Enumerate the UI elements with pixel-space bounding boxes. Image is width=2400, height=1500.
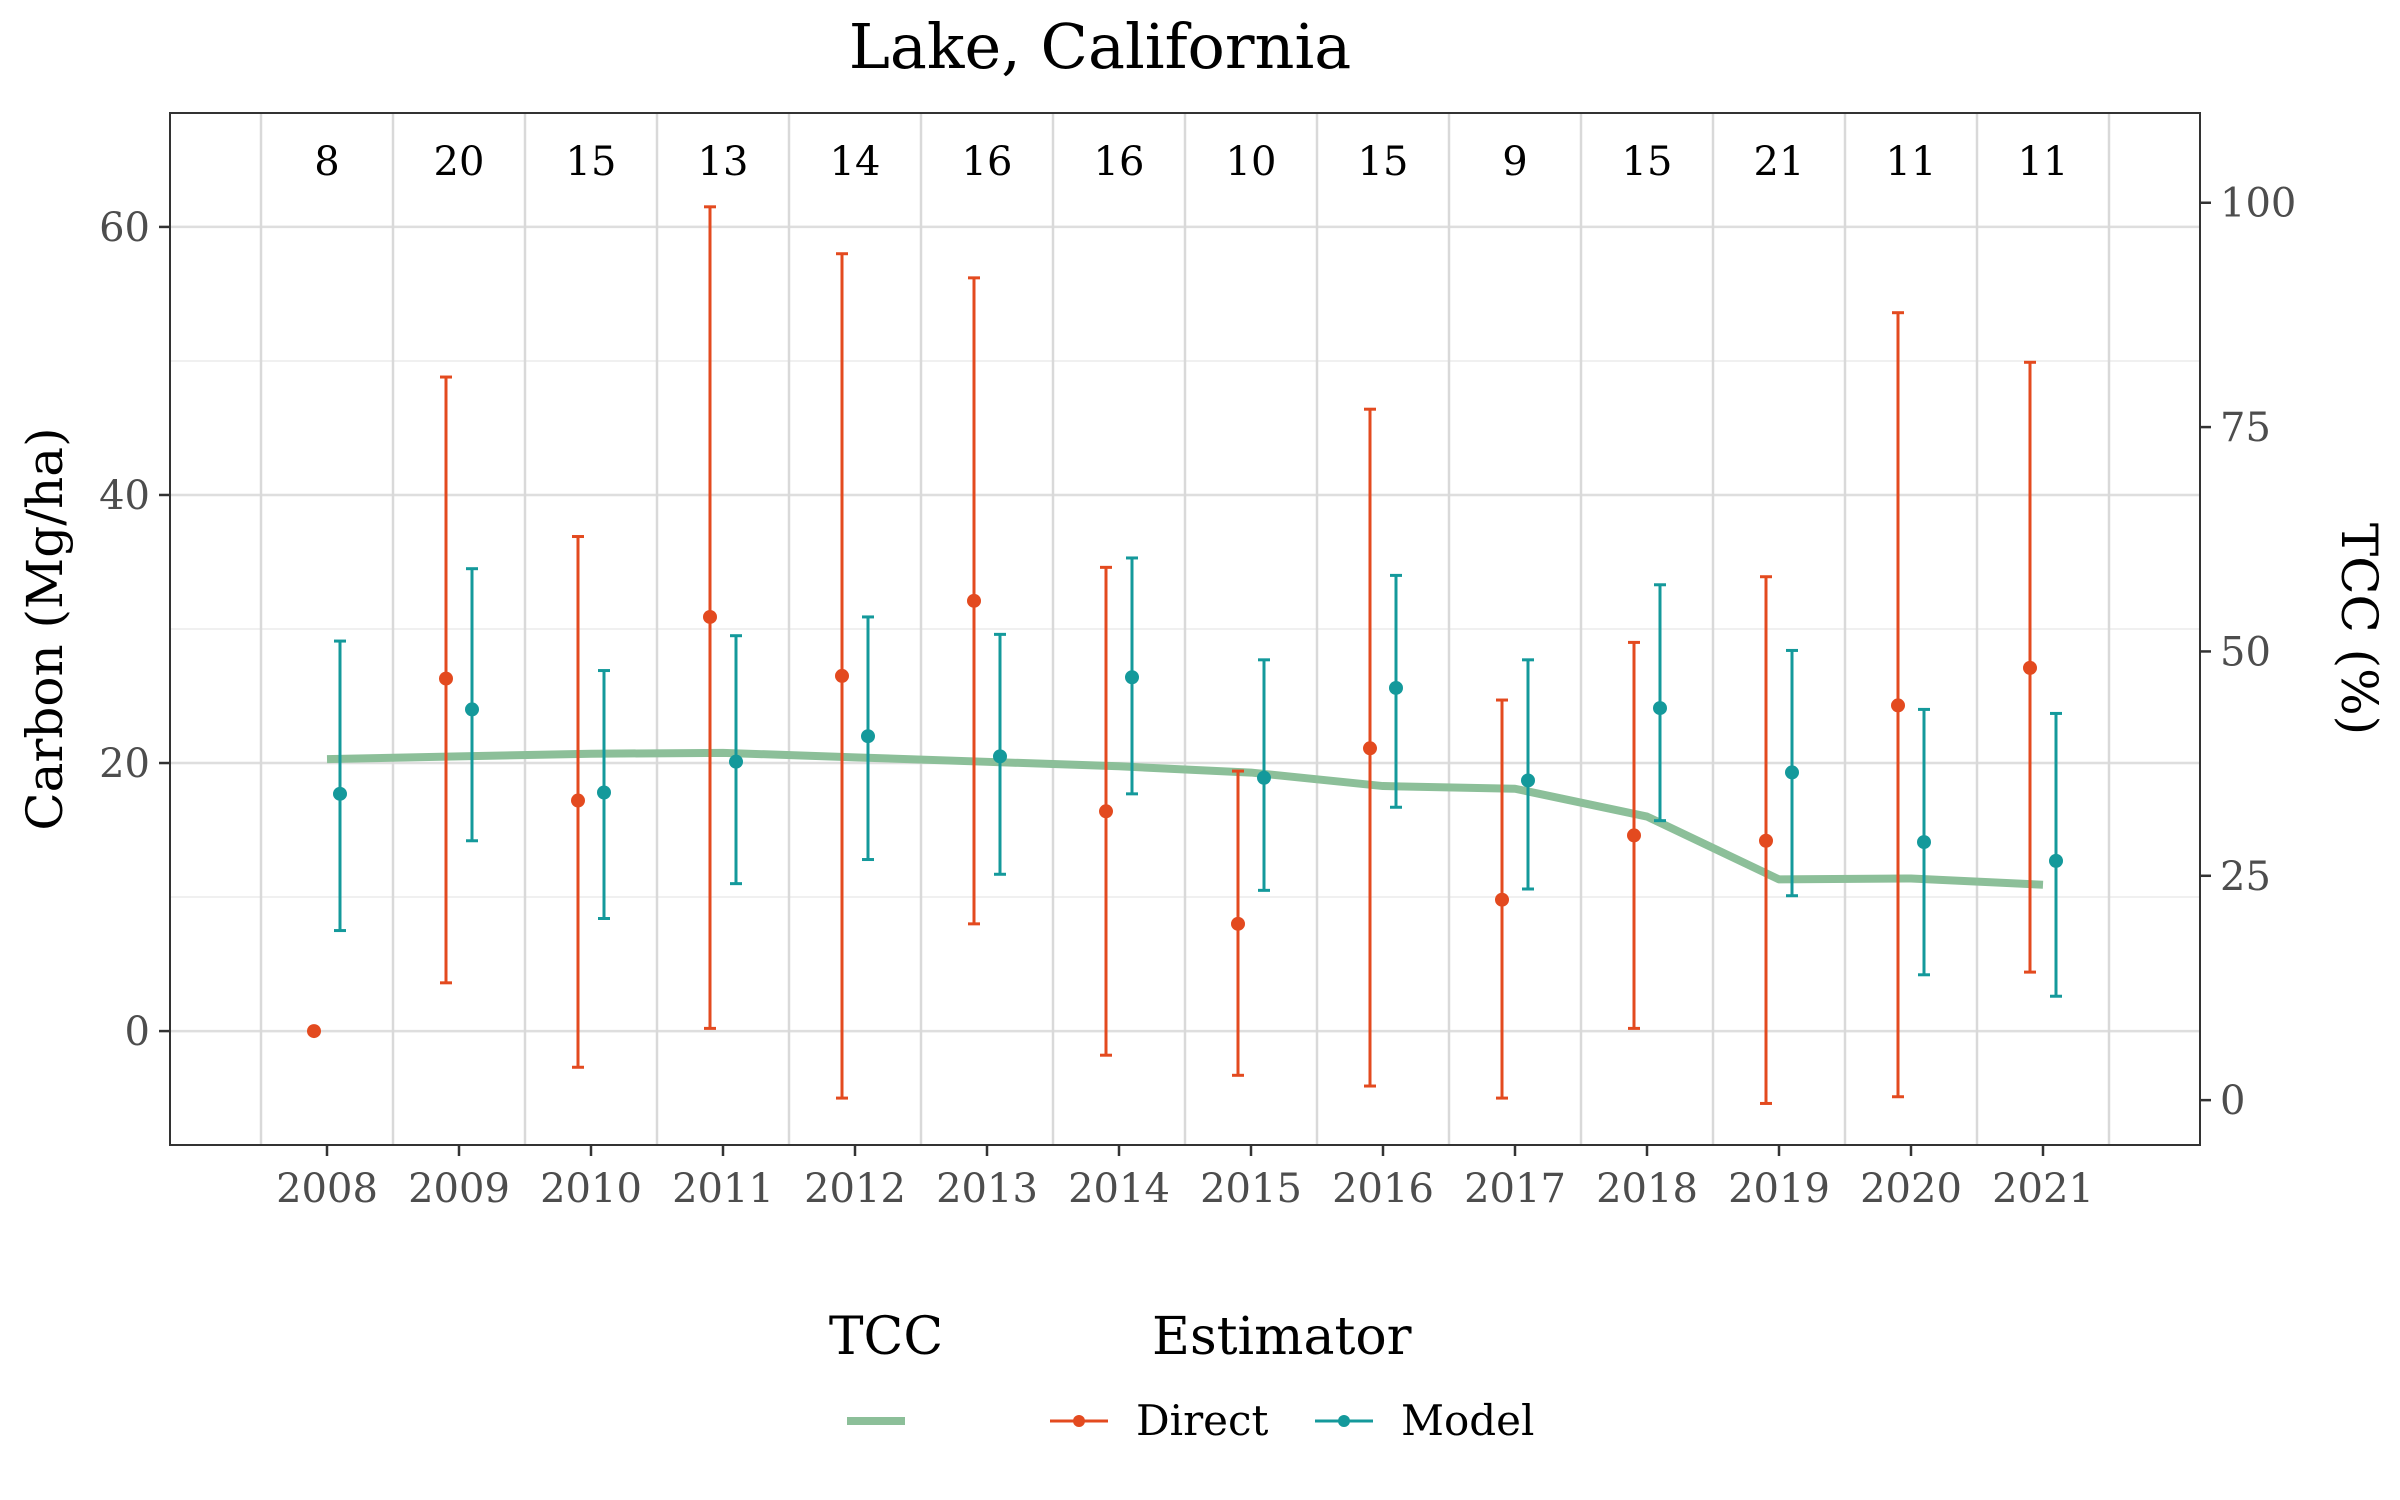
direct-point	[1759, 833, 1773, 848]
x-axis-tick-label: 2013	[936, 1166, 1038, 1212]
sample-count-label: 9	[1502, 139, 1527, 185]
chart-title: Lake, California	[849, 10, 1352, 83]
grid-lines	[170, 113, 2200, 1145]
x-axis-tick-label: 2018	[1596, 1166, 1698, 1212]
model-point	[1125, 670, 1139, 685]
sample-count-label: 15	[1622, 139, 1673, 185]
y-axis-title: Carbon (Mg/ha)	[16, 427, 74, 830]
sample-count-label: 15	[566, 139, 617, 185]
direct-point	[1363, 741, 1377, 756]
legend-model-label: Model	[1401, 1396, 1534, 1445]
direct-point	[703, 609, 717, 624]
direct-point	[439, 671, 453, 686]
sample-count-label: 10	[1226, 139, 1277, 185]
sample-count-label: 14	[830, 139, 881, 185]
sample-count-label: 16	[962, 139, 1013, 185]
legend-model-key	[1315, 1415, 1373, 1427]
legend: TCC Estimator Direct Model	[829, 1307, 1535, 1445]
direct-point	[2023, 660, 2037, 675]
direct-point	[835, 668, 849, 683]
plot-panel-border	[169, 112, 2201, 1146]
direct-point	[307, 1024, 321, 1039]
direct-point	[1495, 892, 1509, 907]
y2-axis-tick-label: 0	[2220, 1078, 2245, 1124]
x-axis-tick-label: 2008	[276, 1166, 378, 1212]
x-axis-tick-label: 2015	[1200, 1166, 1302, 1212]
model-point	[1653, 701, 1667, 716]
direct-point	[1627, 828, 1641, 843]
x-axis-tick-label: 2009	[408, 1166, 510, 1212]
sample-count-label: 15	[1358, 139, 1409, 185]
model-point	[1521, 773, 1535, 788]
x-axis-tick-label: 2019	[1728, 1166, 1830, 1212]
legend-direct-key	[1050, 1415, 1108, 1427]
y-axis-tick-label: 60	[99, 205, 150, 251]
sample-count-label: 13	[698, 139, 749, 185]
error-bars	[334, 205, 2062, 1105]
model-point	[1389, 680, 1403, 695]
tcc-line	[326, 748, 2044, 889]
model-point	[729, 754, 743, 769]
direct-point	[1231, 916, 1245, 931]
y-axis-tick-label: 20	[99, 741, 150, 787]
model-error-bar	[334, 639, 346, 933]
legend-estimator-title: Estimator	[1152, 1307, 1412, 1367]
y2-axis-tick-label: 100	[2220, 181, 2296, 227]
sample-count-label: 16	[1094, 139, 1145, 185]
y2-axis-tick-label: 75	[2220, 405, 2271, 451]
model-point	[2049, 853, 2063, 868]
y2-axis-tick-label: 50	[2220, 629, 2271, 675]
model-point	[861, 729, 875, 744]
y-axis-tick-label: 0	[125, 1009, 150, 1055]
sample-count-label: 11	[1886, 139, 1937, 185]
sample-count-label: 20	[434, 139, 485, 185]
direct-point	[1891, 698, 1905, 713]
data-points	[307, 593, 2063, 1039]
x-axis-tick-label: 2016	[1332, 1166, 1434, 1212]
axes: 0 20 40 60 0 25 50 75 100 2008 2009 2010 2011 2012 201…	[99, 181, 2296, 1212]
y2-axis-title: TCC (%)	[2330, 523, 2388, 735]
model-point	[1917, 835, 1931, 850]
model-point	[993, 749, 1007, 764]
sample-count-label: 11	[2018, 139, 2069, 185]
legend-direct-label: Direct	[1136, 1396, 1269, 1445]
x-axis-tick-label: 2014	[1068, 1166, 1170, 1212]
tcc-series	[326, 748, 2044, 889]
sample-count-label: 8	[314, 139, 339, 185]
model-point	[1785, 765, 1799, 780]
model-point	[333, 786, 347, 801]
x-axis-tick-label: 2020	[1860, 1166, 1962, 1212]
sample-count-label: 21	[1754, 139, 1805, 185]
model-point	[1257, 770, 1271, 785]
y-axis-tick-label: 40	[99, 473, 150, 519]
x-axis-tick-label: 2017	[1464, 1166, 1566, 1212]
legend-tcc-title: TCC	[829, 1307, 943, 1367]
direct-point	[967, 593, 981, 608]
x-axis-tick-label: 2010	[540, 1166, 642, 1212]
model-point	[465, 702, 479, 717]
sample-count-labels: 8 20 15 13 14 16 16 10 15 9 15 21 11 11	[314, 139, 2068, 185]
x-axis-tick-label: 2021	[1992, 1166, 2094, 1212]
x-axis-tick-label: 2011	[672, 1166, 774, 1212]
y2-axis-tick-label: 25	[2220, 854, 2271, 900]
model-point	[597, 785, 611, 800]
x-axis-tick-label: 2012	[804, 1166, 906, 1212]
direct-point	[1099, 804, 1113, 819]
direct-point	[571, 793, 585, 808]
